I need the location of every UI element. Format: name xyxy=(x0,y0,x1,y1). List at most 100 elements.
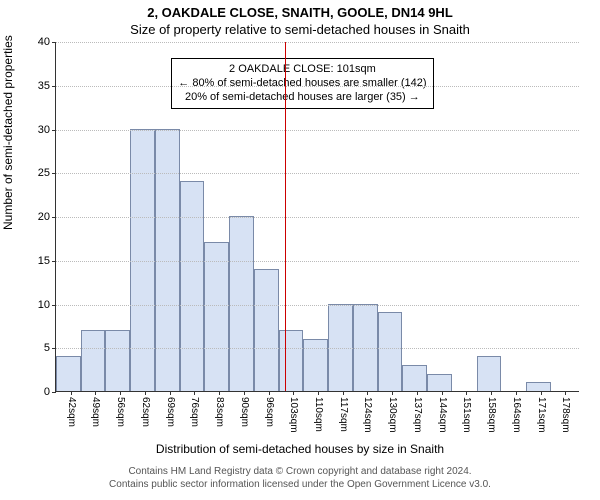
ytick-label: 25 xyxy=(38,167,50,179)
xtick-label: 110sqm xyxy=(313,397,324,432)
xtick-label: 49sqm xyxy=(90,397,101,427)
gridline-h xyxy=(56,261,579,262)
ytick-label: 30 xyxy=(38,124,50,136)
ytick-label: 10 xyxy=(38,299,50,311)
xtick-mark xyxy=(367,391,368,395)
xtick-label: 76sqm xyxy=(189,397,200,427)
histogram-bar xyxy=(254,269,279,392)
info-box: 2 OAKDALE CLOSE: 101sqm ← 80% of semi-de… xyxy=(171,58,433,109)
xtick-label: 124sqm xyxy=(362,397,373,433)
xtick-mark xyxy=(244,391,245,395)
xtick-mark xyxy=(491,391,492,395)
gridline-h xyxy=(56,217,579,218)
ytick-mark xyxy=(52,305,56,306)
histogram-bar xyxy=(56,356,81,391)
ytick-mark xyxy=(52,392,56,393)
y-axis-label: Number of semi-detached properties xyxy=(1,35,15,230)
xtick-label: 62sqm xyxy=(140,397,151,427)
footer-line2: Contains public sector information licen… xyxy=(0,478,600,491)
footer: Contains HM Land Registry data © Crown c… xyxy=(0,465,600,491)
xtick-mark xyxy=(392,391,393,395)
gridline-h xyxy=(56,173,579,174)
chart-title-line2: Size of property relative to semi-detach… xyxy=(0,22,600,37)
xtick-label: 164sqm xyxy=(511,397,522,433)
histogram-bar xyxy=(229,216,254,391)
ytick-mark xyxy=(52,130,56,131)
xtick-mark xyxy=(145,391,146,395)
info-line3: 20% of semi-detached houses are larger (… xyxy=(178,90,426,104)
plot-area: 2 OAKDALE CLOSE: 101sqm ← 80% of semi-de… xyxy=(55,42,579,392)
xtick-mark xyxy=(318,391,319,395)
ytick-label: 40 xyxy=(38,36,50,48)
ytick-mark xyxy=(52,86,56,87)
histogram-bar xyxy=(204,242,229,391)
histogram-bar xyxy=(402,365,427,391)
xtick-label: 137sqm xyxy=(412,397,423,433)
gridline-h xyxy=(56,86,579,87)
gridline-h xyxy=(56,130,579,131)
ytick-label: 0 xyxy=(44,386,50,398)
histogram-bar xyxy=(378,312,403,391)
histogram-bar xyxy=(477,356,502,391)
chart-container: 2, OAKDALE CLOSE, SNAITH, GOOLE, DN14 9H… xyxy=(0,0,600,500)
xtick-label: 158sqm xyxy=(486,397,497,433)
histogram-bar xyxy=(526,382,551,391)
histogram-bar xyxy=(303,339,328,392)
ytick-mark xyxy=(52,173,56,174)
gridline-h xyxy=(56,348,579,349)
xtick-label: 42sqm xyxy=(66,397,77,427)
xtick-label: 90sqm xyxy=(239,397,250,427)
xtick-label: 83sqm xyxy=(214,397,225,427)
xtick-mark xyxy=(269,391,270,395)
xtick-label: 69sqm xyxy=(165,397,176,427)
ytick-mark xyxy=(52,42,56,43)
xtick-label: 103sqm xyxy=(288,397,299,433)
xtick-mark xyxy=(466,391,467,395)
ytick-label: 35 xyxy=(38,80,50,92)
histogram-bar xyxy=(427,374,452,392)
xtick-label: 171sqm xyxy=(536,397,547,433)
x-axis-label: Distribution of semi-detached houses by … xyxy=(0,442,600,456)
xtick-mark xyxy=(516,391,517,395)
xtick-label: 117sqm xyxy=(338,397,349,432)
xtick-mark xyxy=(417,391,418,395)
ytick-mark xyxy=(52,261,56,262)
ytick-label: 15 xyxy=(38,255,50,267)
ytick-mark xyxy=(52,217,56,218)
histogram-bar xyxy=(353,304,378,392)
xtick-label: 130sqm xyxy=(387,397,398,433)
xtick-label: 56sqm xyxy=(115,397,126,427)
xtick-mark xyxy=(343,391,344,395)
xtick-mark xyxy=(293,391,294,395)
histogram-bar xyxy=(279,330,304,391)
chart-title-line1: 2, OAKDALE CLOSE, SNAITH, GOOLE, DN14 9H… xyxy=(0,5,600,20)
footer-line1: Contains HM Land Registry data © Crown c… xyxy=(0,465,600,478)
xtick-mark xyxy=(442,391,443,395)
xtick-mark xyxy=(120,391,121,395)
histogram-bar xyxy=(180,181,205,391)
histogram-bar xyxy=(81,330,106,391)
xtick-mark xyxy=(541,391,542,395)
ytick-label: 5 xyxy=(44,342,50,354)
info-line1: 2 OAKDALE CLOSE: 101sqm xyxy=(178,62,426,76)
histogram-bar xyxy=(328,304,353,392)
histogram-bar xyxy=(155,129,180,392)
xtick-mark xyxy=(170,391,171,395)
reference-vline xyxy=(285,42,286,391)
gridline-h xyxy=(56,305,579,306)
ytick-label: 20 xyxy=(38,211,50,223)
xtick-mark xyxy=(219,391,220,395)
gridline-h xyxy=(56,42,579,43)
xtick-mark xyxy=(565,391,566,395)
xtick-label: 96sqm xyxy=(264,397,275,427)
histogram-bar xyxy=(130,129,155,392)
xtick-mark xyxy=(95,391,96,395)
xtick-label: 178sqm xyxy=(560,397,571,433)
xtick-mark xyxy=(71,391,72,395)
xtick-label: 151sqm xyxy=(461,397,472,433)
xtick-mark xyxy=(194,391,195,395)
histogram-bar xyxy=(105,330,130,391)
xtick-label: 144sqm xyxy=(437,397,448,433)
info-line2: ← 80% of semi-detached houses are smalle… xyxy=(178,76,426,90)
ytick-mark xyxy=(52,348,56,349)
